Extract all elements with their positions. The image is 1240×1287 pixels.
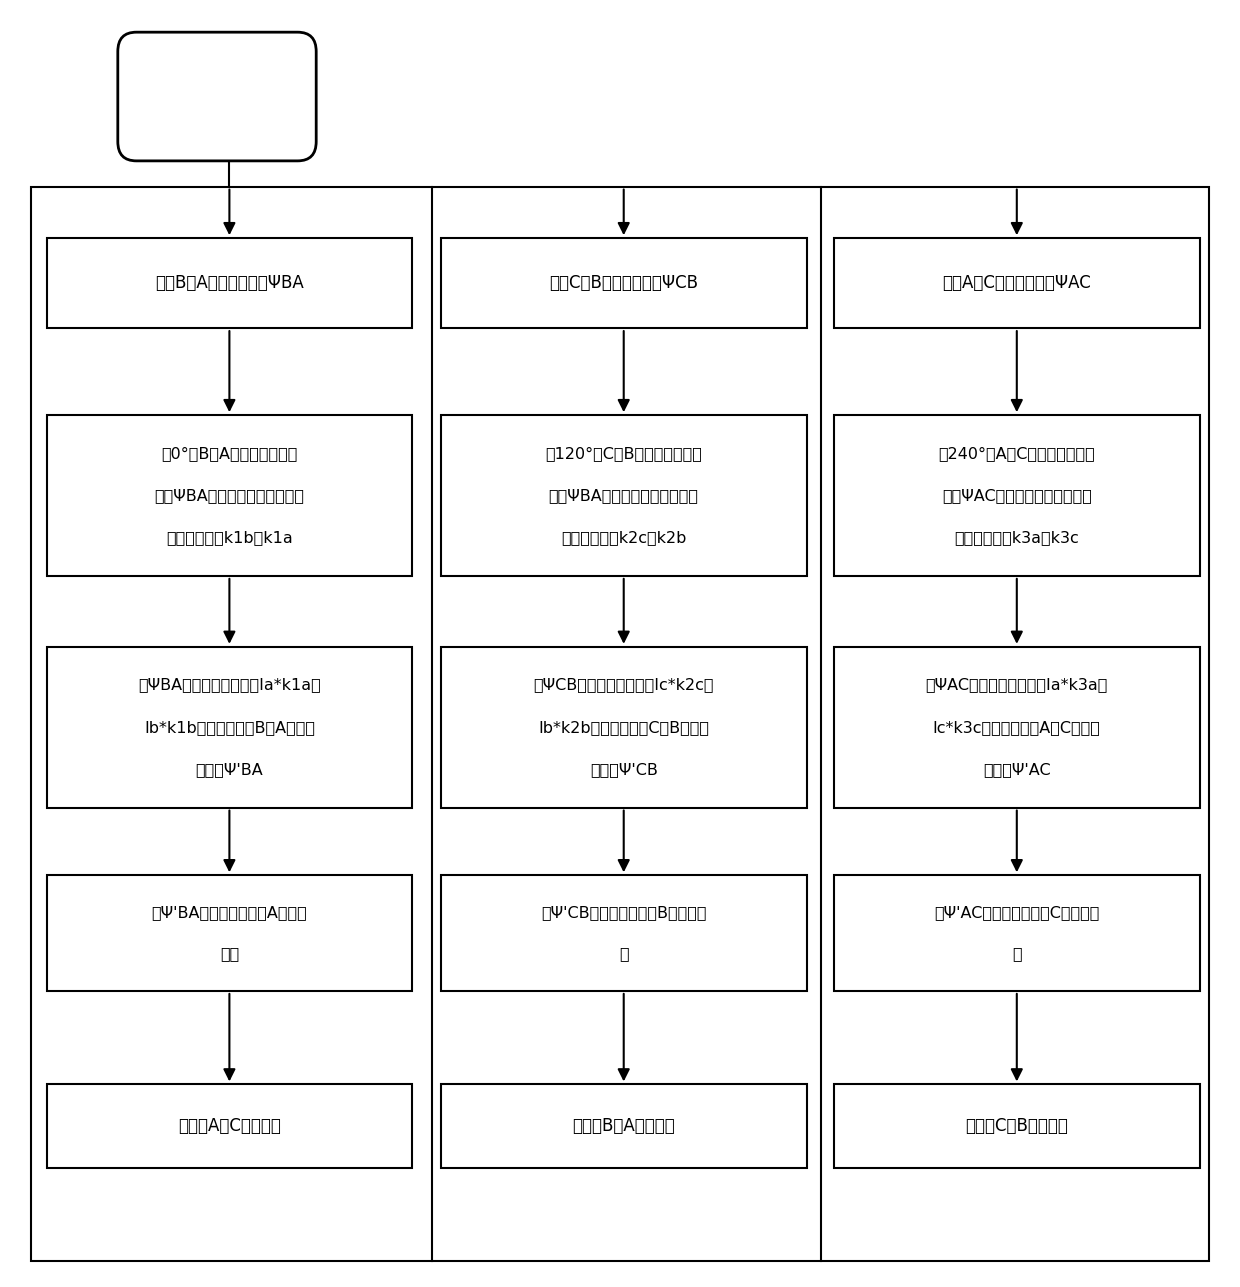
Text: 以240°时A、C两相自感值作为: 以240°时A、C两相自感值作为 [939,445,1095,461]
Bar [441,1084,807,1169]
Bar [47,238,413,328]
Bar [833,1084,1200,1169]
Text: 链之差Ψ'CB: 链之差Ψ'CB [590,762,657,777]
Bar [441,646,807,808]
Text: 号: 号 [1012,946,1022,961]
Text: 换相至C、B两相导通: 换相至C、B两相导通 [966,1117,1068,1135]
Bar [833,414,1200,577]
Text: Ib*k2b得到补偿后的C、B两相磁: Ib*k2b得到补偿后的C、B两相磁 [538,719,709,735]
Text: 用ΨAC减去电枢反应磁链Ia*k3a与: 用ΨAC减去电枢反应磁链Ia*k3a与 [925,677,1109,692]
Text: 由Ψ'AC负向过零点得到C相位置信: 由Ψ'AC负向过零点得到C相位置信 [934,905,1100,920]
Bar [47,1084,413,1169]
Text: 以0°时B、A两相自感值作为: 以0°时B、A两相自感值作为 [161,445,298,461]
Text: 电感系数基准k1b、k1a: 电感系数基准k1b、k1a [166,530,293,546]
Text: 电感系数基准k2c、k2b: 电感系数基准k2c、k2b [560,530,687,546]
Text: Ib*k1b得到补偿后的B、A两相磁: Ib*k1b得到补偿后的B、A两相磁 [144,719,315,735]
Text: 补偿ΨBA中电枢反应磁链分量的: 补偿ΨBA中电枢反应磁链分量的 [155,488,304,503]
Bar [31,187,1209,1261]
Bar [833,238,1200,328]
Bar [47,646,413,808]
Text: 开始: 开始 [198,82,236,111]
Bar [833,875,1200,991]
FancyBboxPatch shape [118,32,316,161]
Text: 链之差Ψ'BA: 链之差Ψ'BA [196,762,263,777]
Text: 补偿ΨAC中电枢反应磁链分量的: 补偿ΨAC中电枢反应磁链分量的 [942,488,1091,503]
Text: 信号: 信号 [219,946,239,961]
Text: 由Ψ'BA负向过零点得到A相位置: 由Ψ'BA负向过零点得到A相位置 [151,905,308,920]
Text: 换相至B、A两相导通: 换相至B、A两相导通 [573,1117,675,1135]
Text: 检测A、C两相磁链之差ΨAC: 检测A、C两相磁链之差ΨAC [942,274,1091,292]
Bar [441,238,807,328]
Bar [47,414,413,577]
Bar [833,646,1200,808]
Bar [441,875,807,991]
Text: 换相至A、C两相导通: 换相至A、C两相导通 [179,1117,280,1135]
Bar [441,414,807,577]
Text: 链之差Ψ'AC: 链之差Ψ'AC [983,762,1050,777]
Text: 检测C、B两相磁链之差ΨCB: 检测C、B两相磁链之差ΨCB [549,274,698,292]
Text: 检测B、A两相磁链之差ΨBA: 检测B、A两相磁链之差ΨBA [155,274,304,292]
Text: 以120°时C、B两相自感值作为: 以120°时C、B两相自感值作为 [546,445,702,461]
Text: 电感系数基准k3a、k3c: 电感系数基准k3a、k3c [955,530,1079,546]
Text: 由Ψ'CB负向过零点得到B相位置信: 由Ψ'CB负向过零点得到B相位置信 [541,905,707,920]
Bar [47,875,413,991]
Text: 补偿ΨBA中电枢反应磁链分量的: 补偿ΨBA中电枢反应磁链分量的 [549,488,698,503]
Text: 用ΨBA减去电枢反应磁链Ia*k1a与: 用ΨBA减去电枢反应磁链Ia*k1a与 [138,677,321,692]
Text: 号: 号 [619,946,629,961]
Text: Ic*k3c得到补偿后的A、C两相磁: Ic*k3c得到补偿后的A、C两相磁 [932,719,1101,735]
Text: 用ΨCB减去电枢反应磁链Ic*k2c与: 用ΨCB减去电枢反应磁链Ic*k2c与 [533,677,714,692]
